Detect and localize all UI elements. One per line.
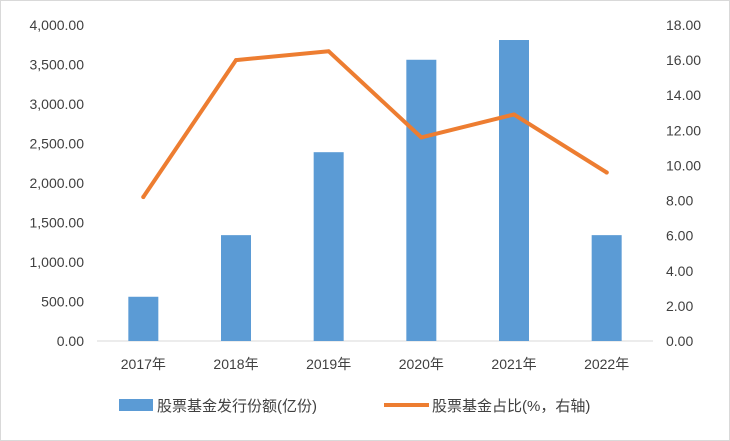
y-tick-label: 1,000.00 (30, 254, 85, 270)
y2-tick-label: 0.00 (666, 333, 693, 349)
bar (128, 296, 159, 341)
y2-tick-label: 6.00 (666, 228, 693, 244)
y2-tick-label: 8.00 (666, 193, 693, 209)
y2-tick-label: 4.00 (666, 263, 693, 279)
y-tick-label: 0.00 (57, 333, 84, 349)
x-tick-label: 2022年 (584, 356, 629, 372)
y2-tick-label: 18.00 (666, 17, 701, 33)
y-tick-label: 1,500.00 (30, 215, 85, 231)
legend: 股票基金发行份额(亿份) 股票基金占比(%，右轴) (119, 398, 590, 415)
x-tick-label: 2020年 (399, 356, 444, 372)
y-tick-label: 2,500.00 (30, 136, 85, 152)
bar-series (128, 40, 622, 341)
line-point (234, 58, 238, 63)
y2-tick-label: 12.00 (666, 122, 701, 138)
line-point (604, 170, 609, 175)
line-point (512, 112, 516, 117)
y-tick-label: 2,000.00 (30, 175, 85, 191)
bar (406, 59, 437, 341)
bar (499, 40, 529, 341)
y2-tick-label: 10.00 (666, 157, 701, 173)
bar (221, 235, 251, 341)
line-series (141, 49, 609, 200)
x-tick-label: 2018年 (213, 356, 258, 372)
x-tick-label: 2019年 (306, 356, 351, 372)
left-axis: 0.00 500.00 1,000.00 1,500.00 2,000.00 2,500.… (30, 17, 85, 349)
y-tick-label: 3,500.00 (30, 57, 85, 73)
series-line (141, 49, 609, 199)
line-point (326, 49, 331, 54)
x-axis: 2017年 2018年 2019年 2020年 2021年 2022年 (97, 340, 653, 372)
y2-tick-label: 16.00 (666, 52, 701, 68)
legend-label-line: 股票基金占比(%，右轴) (432, 398, 590, 415)
line-point (419, 135, 424, 140)
line-point (141, 195, 146, 200)
bar (591, 235, 622, 341)
x-tick-label: 2021年 (491, 356, 536, 372)
y-tick-label: 500.00 (41, 294, 84, 310)
legend-label-bar: 股票基金发行份额(亿份) (157, 398, 317, 415)
y-tick-label: 3,000.00 (30, 96, 85, 112)
y-tick-label: 4,000.00 (30, 17, 85, 33)
legend-swatch-bar (119, 399, 153, 411)
y2-tick-label: 14.00 (666, 87, 701, 103)
right-axis: 0.00 2.00 4.00 6.00 8.00 10.00 12.00 14.00 16.00… (666, 17, 701, 349)
bar (313, 152, 344, 341)
x-tick-label: 2017年 (121, 356, 166, 372)
y2-tick-label: 2.00 (666, 298, 693, 314)
